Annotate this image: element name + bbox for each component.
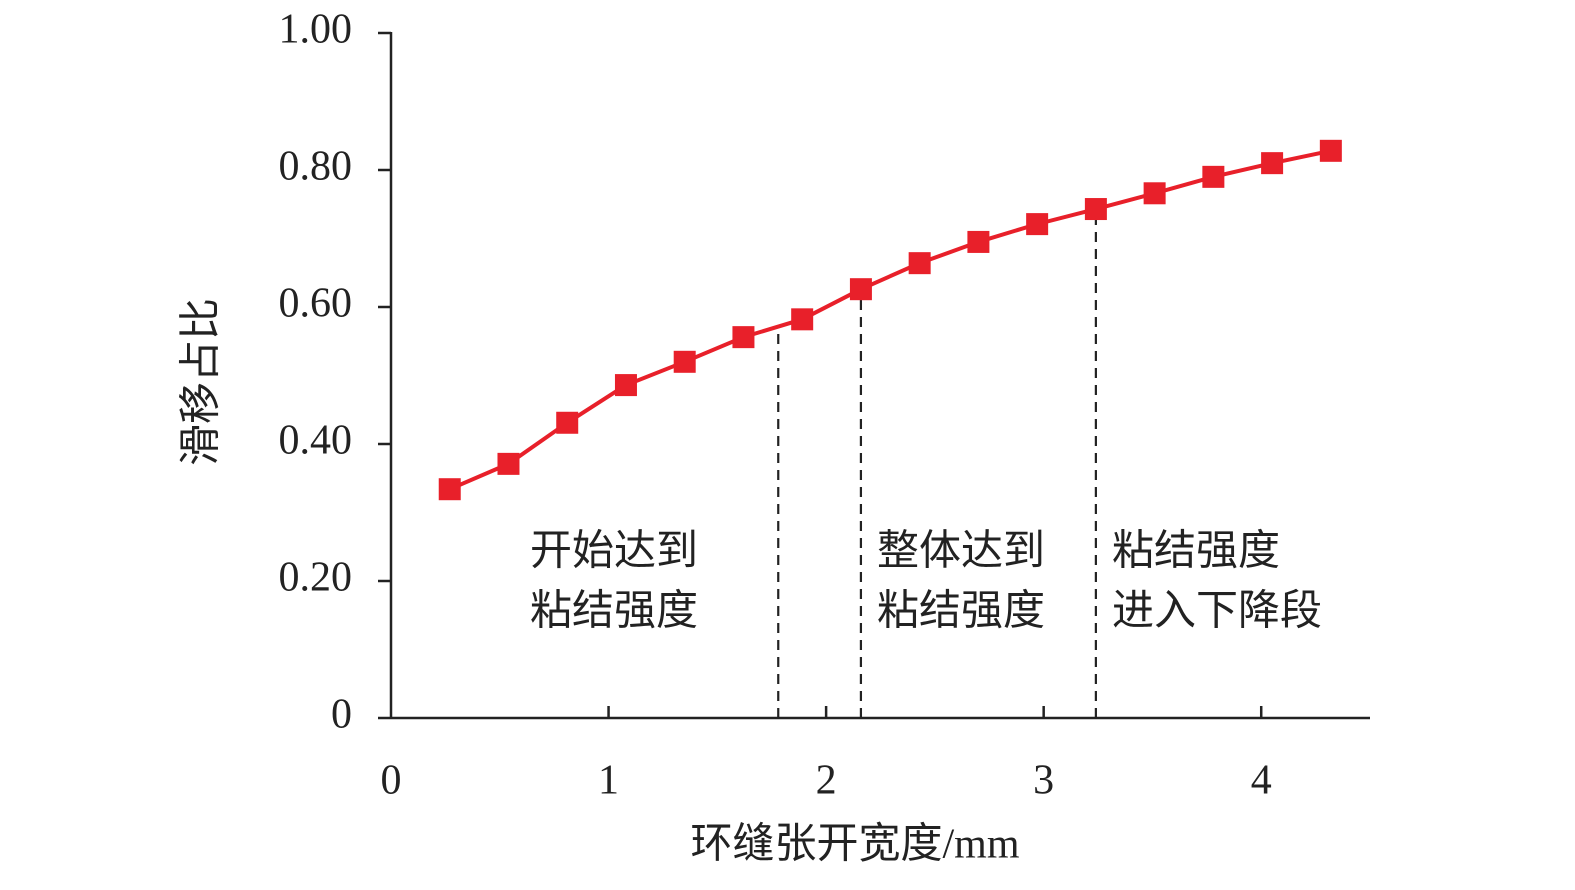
marker [1084,198,1107,221]
y-tick-label: 0.40 [279,418,353,464]
x-tick-label: 0 [381,758,402,804]
y-tick-label: 0.20 [279,555,353,601]
marker [1143,182,1166,205]
marker [967,230,990,253]
marker [791,308,814,331]
marker [908,252,931,275]
y-axis-label: 滑移占比 [179,298,225,466]
annotation: 粘结强度 [530,589,698,635]
annotation: 粘结强度 [877,589,1045,635]
x-tick-label: 3 [1033,758,1054,804]
y-tick-label: 0.80 [279,144,353,190]
marker [438,478,461,501]
annotation: 进入下降段 [1112,589,1322,635]
x-tick-label: 1 [598,758,619,804]
x-axis-label: 环缝张开宽度/mm [690,821,1019,868]
marker [732,326,755,349]
marker [1261,152,1284,175]
marker [1319,139,1342,162]
line [448,148,1332,492]
x-tick-label: 2 [816,758,837,804]
marker [1202,165,1225,188]
y-tick-label: 0 [331,692,352,738]
annotation: 粘结强度 [1112,529,1280,575]
annotation: 整体达到 [877,529,1045,575]
y-tick-label: 1.00 [279,7,353,53]
annotation: 开始达到 [530,529,698,575]
marker [614,374,637,397]
marker [673,350,696,373]
marker [849,278,872,301]
marker [556,411,579,434]
y-tick-label: 0.60 [279,281,353,327]
marker [497,452,520,475]
x-tick-label: 4 [1251,758,1272,804]
marker [1026,213,1049,236]
